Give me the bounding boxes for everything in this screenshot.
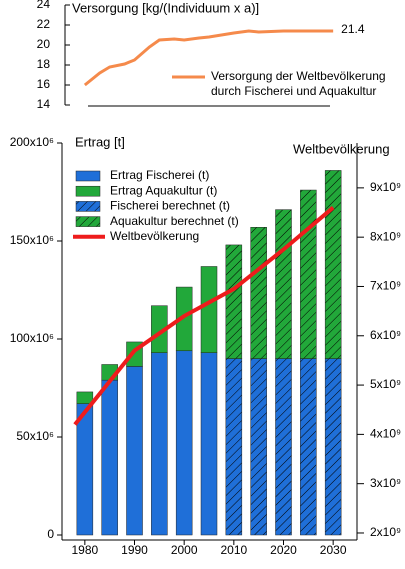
legend-swatch (75, 201, 101, 212)
bar (76, 403, 94, 536)
y2-tick-label: 8x10⁹ (370, 229, 401, 243)
legend-entry: Versorgung der Weltbevölkerung durch Fis… (211, 69, 386, 98)
bar (101, 379, 118, 536)
bar (200, 352, 218, 536)
y-tick-label: 16 (37, 77, 51, 91)
legend-label: Ertrag Fischerei (t) (110, 168, 209, 182)
y-tick-label: 24 (37, 0, 51, 11)
bar (300, 358, 317, 536)
y2-tick-label: 5x10⁹ (370, 377, 401, 391)
y2-tick-label: 4x10⁹ (370, 427, 401, 441)
y-tick-label: 200x10⁶ (10, 135, 54, 149)
y-tick-label: 14 (37, 97, 51, 111)
bar (275, 358, 292, 536)
legend-swatch (75, 216, 101, 227)
chart-title: Versorgung [kg/(Individuum x a)] (72, 0, 259, 15)
data-label: 21.4 (341, 22, 365, 36)
legend-swatch (75, 185, 101, 197)
bar (324, 358, 342, 536)
y-tick-label: 150x10⁶ (10, 233, 54, 247)
bar (225, 358, 243, 536)
x-tick-label: 2010 (220, 543, 247, 557)
legend-label: Weltbevölkerung (110, 229, 199, 243)
y2-tick-label: 7x10⁹ (370, 279, 401, 293)
bar (250, 358, 267, 536)
bar (151, 352, 168, 536)
y-tick-label: 0 (47, 527, 54, 541)
bar (275, 209, 292, 359)
y-axis-title: Ertrag [t] (75, 134, 125, 149)
y-tick-label: 22 (37, 17, 51, 31)
y-tick-label: 18 (37, 57, 51, 71)
x-tick-label: 2020 (270, 543, 297, 557)
y2-tick-label: 3x10⁹ (370, 476, 401, 490)
y2-axis-title: Weltbevölkerung (293, 141, 390, 156)
legend-label: Aquakultur berechnet (t) (110, 214, 239, 228)
bar (175, 350, 193, 536)
legend-label: Versorgung der Weltbevölkerung durch Fis… (211, 69, 386, 98)
y2-tick-label: 9x10⁹ (370, 180, 401, 194)
x-tick-label: 1990 (121, 543, 148, 557)
y-tick-label: 50x10⁶ (16, 429, 54, 443)
bar (324, 170, 342, 359)
line (73, 206, 335, 426)
bar (225, 244, 243, 359)
bar (250, 227, 267, 359)
x-tick-label: 2000 (171, 543, 198, 557)
bar (200, 266, 218, 353)
y2-tick-label: 2x10⁹ (370, 525, 401, 539)
legend-label: Fischerei berechnet (t) (110, 199, 230, 213)
x-tick-label: 1980 (71, 543, 98, 557)
bar (126, 366, 143, 536)
y-tick-label: 20 (37, 37, 51, 51)
y2-tick-label: 6x10⁹ (370, 328, 401, 342)
line (83, 29, 334, 87)
y-tick-label: 100x10⁶ (10, 331, 54, 345)
bar (175, 286, 193, 352)
x-tick-label: 2030 (320, 543, 347, 557)
legend-swatch (75, 170, 101, 182)
bar (300, 189, 317, 359)
bar (76, 391, 94, 404)
legend-label: Ertrag Aquakultur (t) (110, 183, 217, 197)
